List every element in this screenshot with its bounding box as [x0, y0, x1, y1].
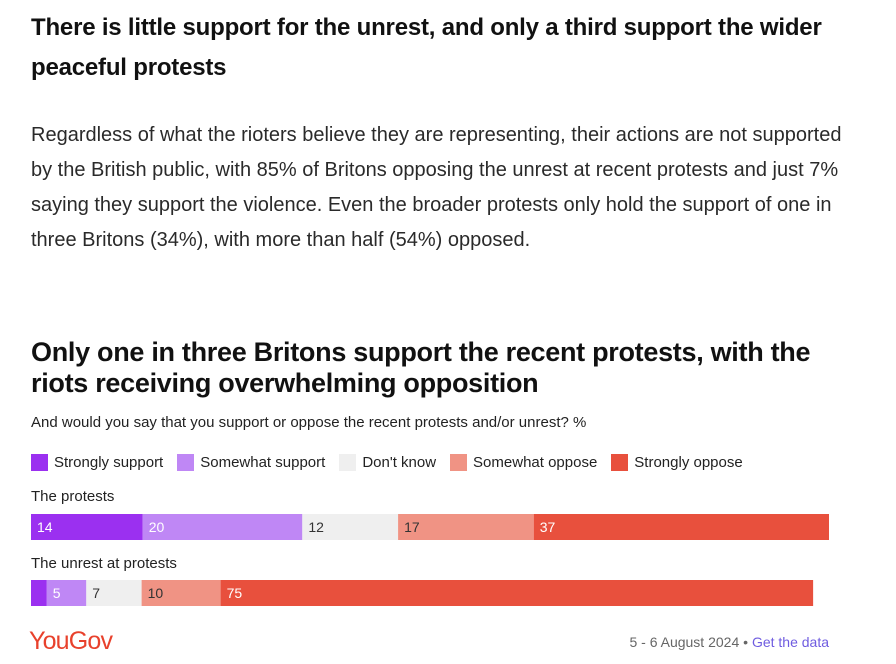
bar-the-unrest-at-protests-somewhat-support [46, 580, 87, 606]
get-the-data-link[interactable]: Get the data [751, 634, 829, 650]
article-headline: There is little support for the unrest, … [31, 14, 822, 81]
bar-the-protests-somewhat-support [142, 514, 303, 540]
legend-item-strongly-oppose: Strongly oppose [611, 453, 743, 471]
footer-separator: • [743, 634, 749, 650]
legend-label-somewhat-support: Somewhat support [200, 453, 326, 471]
legend-item-somewhat-support: Somewhat support [177, 453, 326, 471]
data-label-the-protests-strongly-support: 14 [37, 519, 53, 535]
row-label-unrest: The unrest at protests [31, 555, 177, 572]
legend-swatch-strongly-oppose [611, 453, 629, 471]
bar-the-protests-strongly-support [31, 514, 143, 540]
bar-the-unrest-at-protests-strongly-support [31, 580, 47, 606]
legend-swatch-dont-know [339, 453, 357, 471]
data-label-the-protests-somewhat-oppose: 17 [404, 519, 420, 535]
legend-label-strongly-oppose: Strongly oppose [634, 453, 743, 471]
bar-the-unrest-at-protests-don-t-know [86, 580, 142, 606]
row-label-protests: The protests [31, 488, 115, 505]
legend-item-strongly-support: Strongly support [31, 453, 164, 471]
bar-the-unrest-at-protests-strongly-oppose [220, 580, 814, 606]
chart-subtitle: And would you say that you support or op… [31, 414, 587, 431]
bar-the-protests-strongly-oppose [533, 514, 829, 540]
data-label-the-unrest-at-protests-strongly-oppose: 75 [227, 585, 243, 601]
legend-swatch-somewhat-oppose [450, 453, 468, 471]
legend-item-dont-know: Don't know [339, 453, 437, 471]
bar-the-protests-don-t-know [302, 514, 399, 540]
data-label-the-protests-somewhat-support: 20 [149, 519, 165, 535]
data-label-the-unrest-at-protests-somewhat-oppose: 10 [148, 585, 164, 601]
article-body: Regardless of what the rioters believe t… [31, 124, 842, 251]
data-label-the-protests-strongly-oppose: 37 [540, 519, 556, 535]
legend-label-dont-know: Don't know [362, 453, 437, 471]
legend-item-somewhat-oppose: Somewhat oppose [450, 453, 598, 471]
bar-the-protests-somewhat-oppose [398, 514, 534, 540]
survey-date: 5 - 6 August 2024 [629, 634, 740, 650]
data-label-the-protests-don-t-know: 12 [308, 519, 324, 535]
legend-label-strongly-support: Strongly support [54, 453, 164, 471]
chart-title: Only one in three Britons support the re… [31, 337, 811, 398]
legend-swatch-strongly-support [31, 453, 48, 471]
data-label-the-unrest-at-protests-somewhat-support: 5 [53, 585, 61, 601]
data-label-the-unrest-at-protests-don-t-know: 7 [92, 585, 100, 601]
chart-legend: Strongly support Somewhat support Don't … [31, 452, 757, 472]
yougov-logo: YouGov [29, 627, 113, 655]
legend-label-somewhat-oppose: Somewhat oppose [473, 453, 598, 471]
bar-the-unrest-at-protests-somewhat-oppose [141, 580, 221, 606]
legend-swatch-somewhat-support [177, 453, 195, 471]
footer-meta: 5 - 6 August 2024 • Get the data [629, 634, 829, 650]
